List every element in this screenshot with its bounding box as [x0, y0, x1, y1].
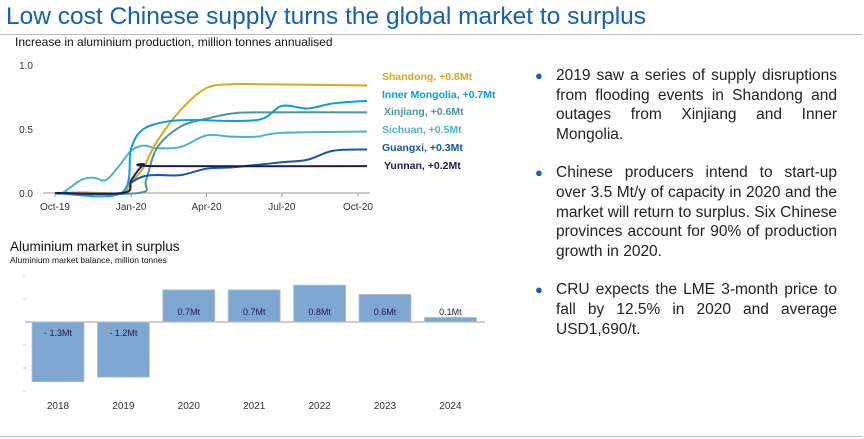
- bar: [293, 284, 347, 323]
- x-tick-label: 2018: [47, 401, 70, 412]
- bullet-item: ● Chinese producers intend to start-up ov…: [535, 164, 837, 260]
- line-chart-title: Increase in aluminium production, millio…: [15, 35, 333, 49]
- series-line: [54, 148, 368, 195]
- page-title: Low cost Chinese supply turns the global…: [6, 3, 647, 30]
- bullet-list: ● 2019 saw a series of supply disruptions…: [535, 66, 837, 358]
- title-divider: [0, 34, 862, 35]
- series-line: [54, 130, 368, 195]
- y-tick-label: 0.0: [19, 189, 33, 200]
- bar-data-label: 0.8Mt: [308, 307, 331, 317]
- bar: [31, 321, 85, 383]
- legend-label: Sichuan, +0.5Mt: [382, 124, 462, 136]
- legend-label: Inner Mongolia, +0.7Mt: [382, 89, 496, 101]
- bar-data-label: 0.1Mt: [439, 307, 462, 317]
- bar-data-label: 0.6Mt: [374, 307, 397, 317]
- legend-label: Xinjiang, +0.6Mt: [384, 106, 464, 118]
- legend-label: Yunnan, +0.2Mt: [384, 160, 461, 172]
- bar-chart-subtitle: Aluminium market balance, million tonnes: [10, 255, 167, 265]
- x-tick-label: Jan-20: [116, 202, 147, 213]
- bar-data-label: - 1.2Mt: [109, 328, 138, 338]
- bar: [162, 289, 216, 323]
- bullet-item: ● CRU expects the LME 3-month price to fa…: [535, 281, 837, 338]
- x-tick-label: Oct-19: [40, 202, 70, 213]
- bar: [423, 316, 477, 323]
- series-line: [54, 163, 368, 195]
- bar-data-label: 0.7Mt: [178, 307, 201, 317]
- x-tick-label: 2021: [243, 401, 266, 412]
- series-line: [54, 111, 368, 195]
- footer-divider: [0, 436, 862, 437]
- bullet-dot-icon: ●: [535, 282, 543, 298]
- bar-chart-title: Aluminium market in surplus: [10, 239, 180, 254]
- series-line: [54, 82, 368, 195]
- bar-data-label: - 1.3Mt: [44, 328, 73, 338]
- bar: [227, 289, 281, 323]
- bullet-dot-icon: ●: [535, 68, 543, 83]
- x-tick-label: Oct-20: [343, 202, 373, 213]
- x-tick-label: 2020: [178, 401, 201, 412]
- x-tick-label: 2023: [374, 401, 397, 412]
- legend-label: Shandong, +0.8Mt: [382, 71, 473, 83]
- x-tick-label: 2022: [308, 401, 331, 412]
- y-tick-label: 1.0: [19, 61, 33, 72]
- x-tick-label: Apr-20: [191, 202, 221, 213]
- bullet-dot-icon: ●: [535, 165, 543, 181]
- x-tick-label: Jul-20: [268, 202, 296, 213]
- x-tick-label: 2024: [439, 401, 462, 412]
- x-tick-label: 2019: [112, 401, 135, 412]
- bullet-item: ● 2019 saw a series of supply disruptions…: [535, 67, 837, 143]
- y-tick-label: 0.5: [19, 125, 33, 136]
- bar-data-label: 0.7Mt: [243, 307, 266, 317]
- legend-label: Guangxi, +0.3Mt: [382, 142, 463, 154]
- series-line: [54, 99, 368, 198]
- bar: [97, 321, 150, 378]
- bar: [358, 293, 412, 323]
